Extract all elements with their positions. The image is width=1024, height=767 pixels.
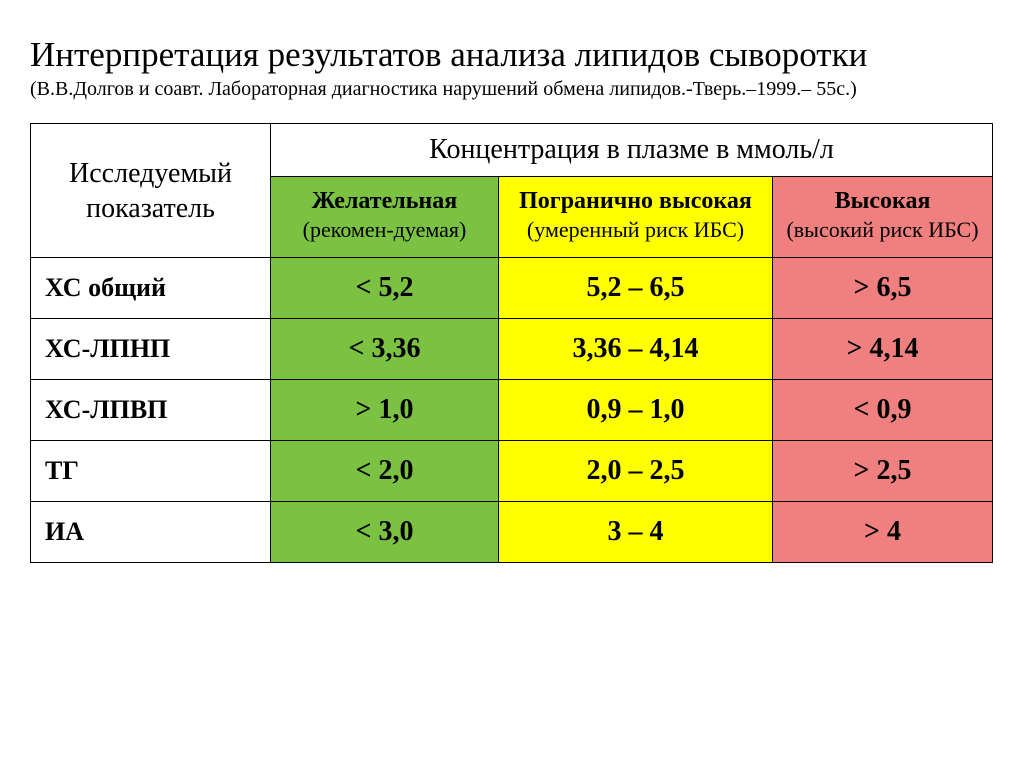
header-concentration: Концентрация в плазме в ммоль/л [271,124,993,177]
slide: Интерпретация результатов анализа липидо… [0,0,1024,593]
cell-yellow: 0,9 – 1,0 [499,380,773,441]
table-row: ХС-ЛПВП > 1,0 0,9 – 1,0 < 0,9 [31,380,993,441]
cell-yellow: 3,36 – 4,14 [499,319,773,380]
cell-green: < 3,36 [271,319,499,380]
row-label: ХС-ЛПВП [31,380,271,441]
header-borderline-sub: (умеренный риск ИБС) [505,217,766,244]
cell-red: > 2,5 [773,441,993,502]
cell-green: > 1,0 [271,380,499,441]
header-borderline-main: Погранично высокая [505,187,766,216]
header-desirable: Желательная (рекомен-дуемая) [271,177,499,258]
row-label: ТГ [31,441,271,502]
cell-green: < 2,0 [271,441,499,502]
header-parameter: Исследуемый показатель [31,124,271,258]
table-body: ХС общий < 5,2 5,2 – 6,5 > 6,5 ХС-ЛПНП <… [31,258,993,563]
cell-green: < 3,0 [271,502,499,563]
row-label: ИА [31,502,271,563]
cell-red: > 4 [773,502,993,563]
header-high-main: Высокая [779,187,986,216]
cell-yellow: 5,2 – 6,5 [499,258,773,319]
row-label: ХС-ЛПНП [31,319,271,380]
slide-subtitle: (В.В.Долгов и соавт. Лабораторная диагно… [30,77,994,101]
header-borderline: Погранично высокая (умеренный риск ИБС) [499,177,773,258]
cell-yellow: 2,0 – 2,5 [499,441,773,502]
table-row: ТГ < 2,0 2,0 – 2,5 > 2,5 [31,441,993,502]
cell-red: > 6,5 [773,258,993,319]
cell-red: > 4,14 [773,319,993,380]
header-desirable-sub: (рекомен-дуемая) [277,217,492,244]
table-row: ХС-ЛПНП < 3,36 3,36 – 4,14 > 4,14 [31,319,993,380]
table-row: ХС общий < 5,2 5,2 – 6,5 > 6,5 [31,258,993,319]
header-high: Высокая (высокий риск ИБС) [773,177,993,258]
cell-green: < 5,2 [271,258,499,319]
row-label: ХС общий [31,258,271,319]
slide-title: Интерпретация результатов анализа липидо… [30,34,994,75]
table-row: ИА < 3,0 3 – 4 > 4 [31,502,993,563]
header-desirable-main: Желательная [277,187,492,216]
header-high-sub: (высокий риск ИБС) [779,217,986,244]
table-header-row-1: Исследуемый показатель Концентрация в пл… [31,124,993,177]
lipid-table: Исследуемый показатель Концентрация в пл… [30,123,993,563]
cell-yellow: 3 – 4 [499,502,773,563]
cell-red: < 0,9 [773,380,993,441]
